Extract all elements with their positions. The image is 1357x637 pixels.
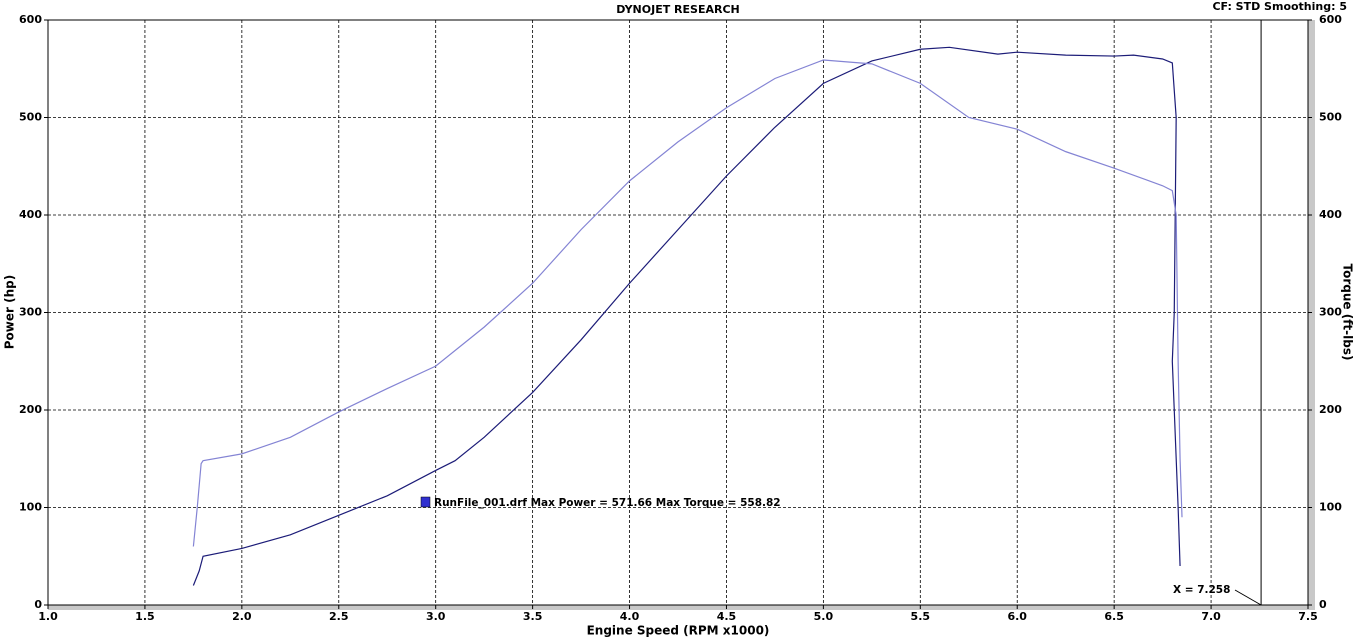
y-tick-label: 600 [19,13,42,26]
x-tick-label: 1.0 [38,610,58,623]
y2-tick-label: 200 [1319,403,1342,416]
x-tick-label: 5.5 [911,610,931,623]
x-tick-label: 3.5 [523,610,543,623]
y-tick-label: 500 [19,111,42,124]
y2-tick-label: 400 [1319,208,1342,221]
x-axis-label: Engine Speed (RPM x1000) [587,624,770,637]
series-line [192,59,1183,547]
right-strip [1308,20,1315,610]
x-tick-label: 2.5 [329,610,349,623]
y2-axis-label: Torque (ft-lbs) [1341,264,1355,361]
x-tick-label: 6.5 [1104,610,1124,623]
y2-tick-label: 0 [1319,598,1327,611]
x-tick-label: 5.0 [814,610,834,623]
x-tick-label: 6.0 [1007,610,1027,623]
cursor-leader [1234,589,1262,606]
y-tick-label: 0 [34,598,42,611]
y-tick-label: 100 [19,501,42,514]
x-tick-label: 2.0 [232,610,252,623]
series-line [192,46,1181,586]
chart-title: DYNOJET RESEARCH [616,3,739,16]
y-tick-label: 300 [19,306,42,319]
y-tick-label: 200 [19,403,42,416]
chart-subtitle: CF: STD Smoothing: 5 [1212,0,1347,13]
x-tick-label: 1.5 [135,610,155,623]
y2-tick-label: 300 [1319,306,1342,319]
y2-tick-label: 600 [1319,13,1342,26]
x-tick-label: 3.0 [426,610,446,623]
y-tick-label: 400 [19,208,42,221]
x-tick-label: 4.0 [620,610,640,623]
y-axis-label: Power (hp) [3,275,17,349]
bottom-strip [48,603,1310,610]
cursor-label: X = 7.258 [1173,584,1230,596]
y2-tick-label: 500 [1319,111,1342,124]
x-tick-label: 4.5 [717,610,737,623]
x-tick-label: 7.5 [1298,610,1318,623]
x-tick-label: 7.0 [1201,610,1221,623]
legend-swatch [420,496,431,508]
annotation: RunFile_001.drf Max Power = 571.66 Max T… [434,497,781,509]
y2-tick-label: 100 [1319,501,1342,514]
